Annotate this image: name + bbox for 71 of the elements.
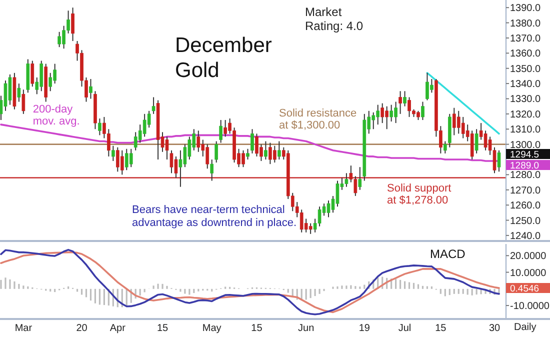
candlestick <box>98 118 102 136</box>
candlestick <box>444 140 447 154</box>
y-tick-label: 1270.0 <box>510 185 542 196</box>
y-tick-label: 1360.0 <box>510 48 542 60</box>
line-series <box>426 72 500 135</box>
y-tick-label: 1280.0 <box>510 170 542 182</box>
candlestick <box>152 96 156 114</box>
y-tick-label: 1240.0 <box>510 230 542 242</box>
candlestick <box>421 101 424 120</box>
candlestick <box>196 130 200 152</box>
y-tick-label: 1310.0 <box>510 124 542 136</box>
series-label: 200-day mov. avg. <box>32 104 80 128</box>
x-tick-label: 15 <box>251 323 263 334</box>
y-tick-label: 20.0000 <box>510 251 547 262</box>
candlestick <box>398 90 402 114</box>
x-tick-label: 15 <box>156 323 169 334</box>
candlestick <box>22 89 26 114</box>
candlestick <box>264 140 268 160</box>
chart-title: MACD <box>430 247 466 261</box>
candlestick <box>214 140 218 164</box>
annotation: Market Rating: 4.0 <box>305 5 364 33</box>
candlestick <box>30 60 34 88</box>
text: Daily <box>514 322 536 333</box>
ref-line-label: Solid support at $1,278.00 <box>387 182 452 207</box>
y-tick-label: 1340.0 <box>510 79 542 90</box>
candlestick <box>219 120 222 144</box>
y-tick-label: -10.0000 <box>510 301 550 312</box>
candlestick <box>48 72 52 92</box>
annotation: Bears have near-term technical advantage as downtrend in place. <box>132 204 297 229</box>
candlestick <box>246 148 250 160</box>
y-tick-label: 1390.0 <box>510 3 542 14</box>
text: 1289.0 <box>510 160 540 172</box>
candlestick <box>71 7 74 42</box>
x-tick-label: Mar <box>14 323 33 334</box>
y-tick-label: 1320.0 <box>510 109 542 120</box>
candlestick <box>178 150 182 188</box>
x-tick-label: May <box>202 323 222 334</box>
candlestick <box>112 145 115 162</box>
candlestick <box>210 158 214 182</box>
y-tick-label: 1260.0 <box>510 200 542 212</box>
y-tick-label: 1350.0 <box>510 64 542 75</box>
candlestick <box>403 90 406 107</box>
x-tick-label: 30 <box>488 323 501 334</box>
candlestick <box>470 130 474 160</box>
candlestick <box>120 150 124 176</box>
x-tick-label: 15 <box>435 323 447 334</box>
y-tick-label: 1370.0 <box>510 33 542 44</box>
candlestick <box>380 102 384 124</box>
candlestick <box>497 150 501 172</box>
x-tick-label: Jul <box>398 323 412 334</box>
text: December Gold <box>175 34 272 82</box>
candlestick <box>474 128 478 154</box>
y-tick-label: 1300.0 <box>510 140 542 151</box>
x-tick-label: 20 <box>76 323 88 334</box>
candlestick <box>17 83 21 102</box>
candlestick <box>129 148 133 168</box>
text: 0.4546 <box>510 283 540 294</box>
text: 1294.5 <box>510 149 540 160</box>
candlestick <box>358 166 362 190</box>
candlestick <box>278 140 281 160</box>
x-tick-label: 19 <box>358 323 370 334</box>
candlestick <box>308 222 312 234</box>
candlestick <box>250 128 254 154</box>
x-tick-label: Apr <box>110 323 126 334</box>
y-tick-label: 10.0000 <box>510 268 547 279</box>
x-tick-label: Jun <box>298 323 314 334</box>
y-tick-label: 1330.0 <box>510 94 542 106</box>
y-tick-label: 1380.0 <box>510 18 542 30</box>
candlestick <box>89 78 92 100</box>
ref-line-label: Solid resistance at $1,300.00 <box>279 107 357 132</box>
y-tick-label: 1250.0 <box>510 216 542 227</box>
